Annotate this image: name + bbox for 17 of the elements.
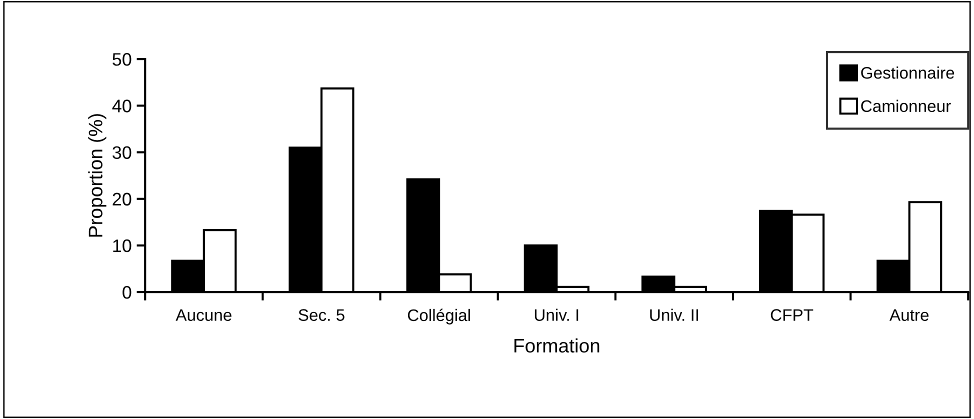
x-tick-label: Sec. 5 [298,309,344,321]
y-tick-label: 50 [112,53,132,66]
y-tick-label: 20 [112,192,132,206]
legend-label: Gestionnaire [861,66,954,79]
x-tick-label: Aucune [176,309,232,321]
x-tick-label: Univ. II [650,308,698,321]
x-axis-title: Formation [514,338,600,353]
y-tick-label: 40 [112,100,132,112]
y-tick-label: 30 [112,146,132,159]
y-axis-title: Proportion (%) [88,114,106,237]
x-tick-label: Univ. I [534,308,578,321]
x-tick-label: Autre [889,309,929,321]
x-tick-label: Collégial [408,308,470,324]
x-tick-label: CFPT [770,309,814,321]
y-tick-label: 0 [122,286,132,299]
legend-label: Camionneur [861,100,951,112]
y-tick-label: 10 [113,239,132,252]
